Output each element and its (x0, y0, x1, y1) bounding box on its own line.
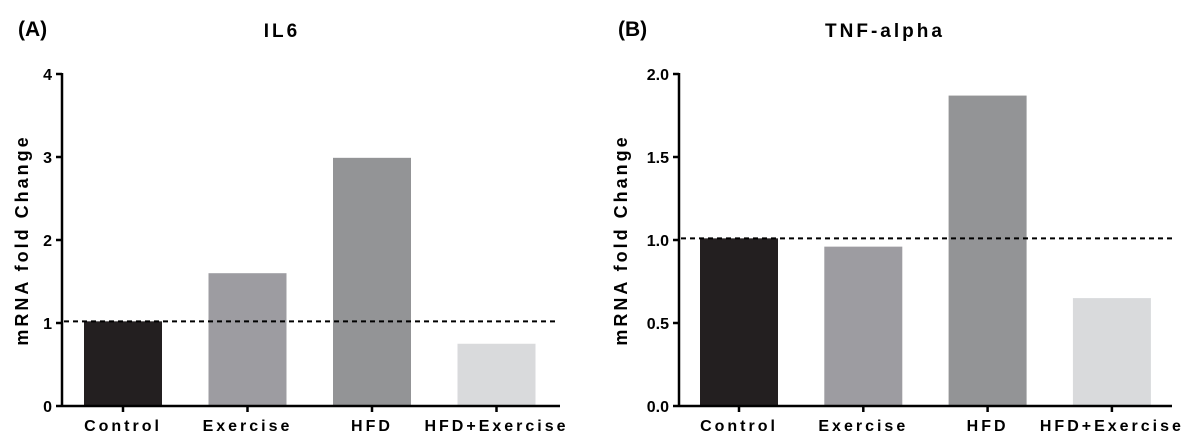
panel-a-title: IL6 (264, 21, 300, 42)
x-tick-label: HFD+Exercise (1040, 418, 1184, 435)
y-tick-label: 1.5 (647, 150, 669, 167)
y-tick-label: 4 (43, 67, 52, 84)
panel-a-plot-area: 0 1 2 3 4 Control Exercise HFD HFD+Exercise (43, 67, 568, 435)
bar-control (84, 321, 162, 406)
bar-hfd-exercise (457, 343, 536, 406)
bar-hfd-exercise (1072, 298, 1151, 406)
x-tick-label: HFD (967, 418, 1009, 435)
panel-b-title: TNF-alpha (825, 21, 945, 42)
bar-hfd (948, 95, 1027, 406)
y-tick-label: 2 (43, 233, 52, 250)
y-tick-label: 2.0 (647, 67, 669, 84)
x-tick-label: Control (700, 418, 778, 435)
panel-b-plot-area: 0.0 0.5 1.0 1.5 2.0 Control Exercise HFD HFD+Exe… (647, 67, 1184, 435)
x-tick-label: Exercise (203, 418, 293, 435)
y-tick-label: 0.0 (647, 399, 669, 416)
x-tick-label: HFD (351, 418, 393, 435)
panel-a-letter: (A) (18, 18, 47, 41)
x-tick-label: Exercise (818, 418, 908, 435)
y-tick-label: 0.5 (647, 316, 669, 333)
y-tick-label: 1.0 (647, 233, 669, 250)
bar-hfd (333, 157, 411, 406)
bar-exercise (824, 246, 903, 406)
bar-control (700, 238, 778, 406)
chart-panel-a: (A) IL6 mRNA fold Change 0 1 2 3 4 Control Exe… (12, 18, 568, 435)
panel-b-letter: (B) (618, 18, 647, 41)
x-tick-label: Control (84, 418, 162, 435)
x-tick-label: HFD+Exercise (424, 418, 568, 435)
y-tick-label: 0 (43, 399, 52, 416)
panel-b-y-axis-label: mRNA fold Change (611, 134, 631, 345)
bar-exercise (208, 273, 287, 406)
panel-a-y-axis-label: mRNA fold Change (12, 134, 32, 345)
chart-panel-b: (B) TNF-alpha mRNA fold Change 0.0 0.5 1.0… (611, 18, 1184, 435)
y-tick-label: 1 (43, 316, 52, 333)
y-tick-label: 3 (43, 150, 52, 167)
